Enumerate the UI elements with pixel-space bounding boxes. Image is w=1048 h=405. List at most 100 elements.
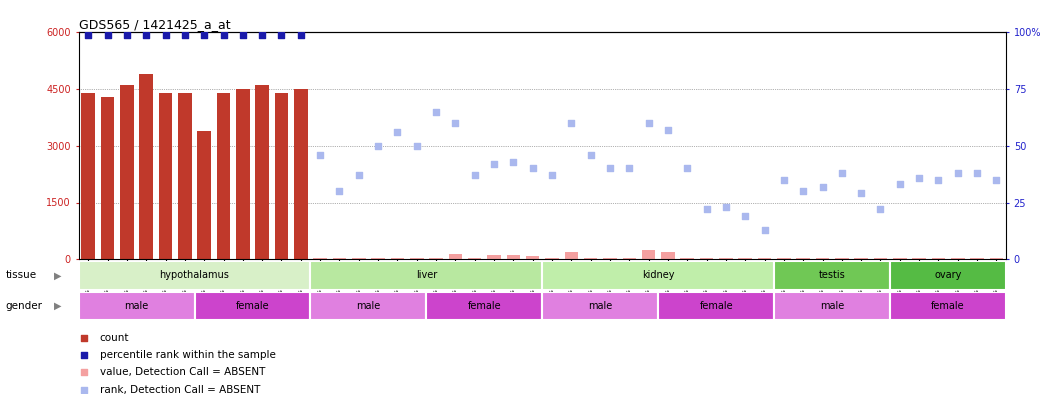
Bar: [719, 258, 733, 259]
Text: ▶: ▶: [53, 301, 62, 311]
Point: [118, 32, 135, 38]
Bar: [874, 258, 888, 259]
Text: male: male: [588, 301, 612, 311]
Point: [968, 170, 985, 176]
Point: [311, 151, 328, 158]
Text: value, Detection Call = ABSENT: value, Detection Call = ABSENT: [100, 367, 265, 377]
Bar: [79, 292, 195, 320]
Text: GDS565 / 1421425_a_at: GDS565 / 1421425_a_at: [79, 18, 231, 31]
Point: [370, 143, 387, 149]
Text: female: female: [699, 301, 733, 311]
Point: [235, 32, 252, 38]
Point: [157, 32, 174, 38]
Bar: [468, 258, 481, 259]
Text: male: male: [820, 301, 845, 311]
Point: [988, 177, 1005, 183]
Text: tissue: tissue: [5, 271, 37, 280]
Point: [428, 109, 444, 115]
Bar: [313, 258, 327, 259]
Point: [563, 120, 580, 126]
Point: [389, 129, 406, 135]
Bar: [526, 256, 540, 259]
Point: [379, 328, 396, 334]
Bar: [542, 292, 658, 320]
Point: [698, 206, 715, 213]
Bar: [989, 258, 1003, 259]
Bar: [970, 258, 984, 259]
Point: [872, 206, 889, 213]
Bar: [371, 258, 385, 259]
Bar: [256, 85, 269, 259]
Bar: [854, 258, 868, 259]
Text: testis: testis: [818, 271, 846, 280]
Point: [718, 204, 735, 210]
Point: [640, 120, 657, 126]
Bar: [121, 85, 134, 259]
Bar: [391, 258, 405, 259]
Bar: [449, 254, 462, 259]
Point: [292, 32, 309, 38]
Bar: [565, 252, 578, 259]
Bar: [758, 258, 771, 259]
Point: [892, 181, 909, 188]
Point: [379, 171, 396, 177]
Point: [620, 165, 637, 172]
Bar: [139, 74, 153, 259]
Bar: [430, 258, 443, 259]
Point: [379, 14, 396, 20]
Bar: [951, 258, 964, 259]
Text: rank, Detection Call = ABSENT: rank, Detection Call = ABSENT: [100, 385, 260, 394]
Bar: [658, 292, 774, 320]
Point: [757, 226, 773, 233]
Bar: [506, 256, 520, 259]
Point: [524, 165, 541, 172]
Bar: [545, 258, 559, 259]
Text: male: male: [125, 301, 149, 311]
Bar: [410, 258, 423, 259]
Point: [466, 172, 483, 179]
Bar: [427, 292, 542, 320]
Text: ovary: ovary: [935, 271, 962, 280]
Point: [679, 165, 696, 172]
Bar: [835, 258, 849, 259]
Text: male: male: [356, 301, 380, 311]
Bar: [932, 258, 945, 259]
Text: hypothalamus: hypothalamus: [159, 271, 230, 280]
Text: gender: gender: [5, 301, 42, 311]
Point: [331, 188, 348, 194]
Bar: [352, 258, 366, 259]
Bar: [774, 261, 890, 290]
Point: [80, 32, 96, 38]
Bar: [778, 258, 790, 259]
Point: [485, 161, 502, 167]
Bar: [197, 131, 211, 259]
Point: [602, 165, 618, 172]
Bar: [79, 261, 310, 290]
Bar: [159, 93, 172, 259]
Text: female: female: [467, 301, 501, 311]
Point: [215, 32, 232, 38]
Point: [254, 32, 270, 38]
Point: [949, 170, 966, 176]
Point: [138, 32, 155, 38]
Bar: [623, 258, 636, 259]
Point: [833, 170, 850, 176]
Bar: [542, 261, 774, 290]
Point: [776, 177, 792, 183]
Bar: [487, 256, 501, 259]
Bar: [236, 89, 249, 259]
Bar: [661, 252, 675, 259]
Text: female: female: [236, 301, 269, 311]
Point: [794, 188, 811, 194]
Bar: [893, 258, 907, 259]
Point: [176, 32, 193, 38]
Text: kidney: kidney: [642, 271, 675, 280]
Point: [505, 158, 522, 165]
Text: liver: liver: [416, 271, 437, 280]
Point: [911, 174, 927, 181]
Point: [659, 127, 676, 133]
Point: [350, 172, 367, 179]
Bar: [584, 258, 597, 259]
Bar: [82, 93, 95, 259]
Text: count: count: [100, 333, 129, 343]
